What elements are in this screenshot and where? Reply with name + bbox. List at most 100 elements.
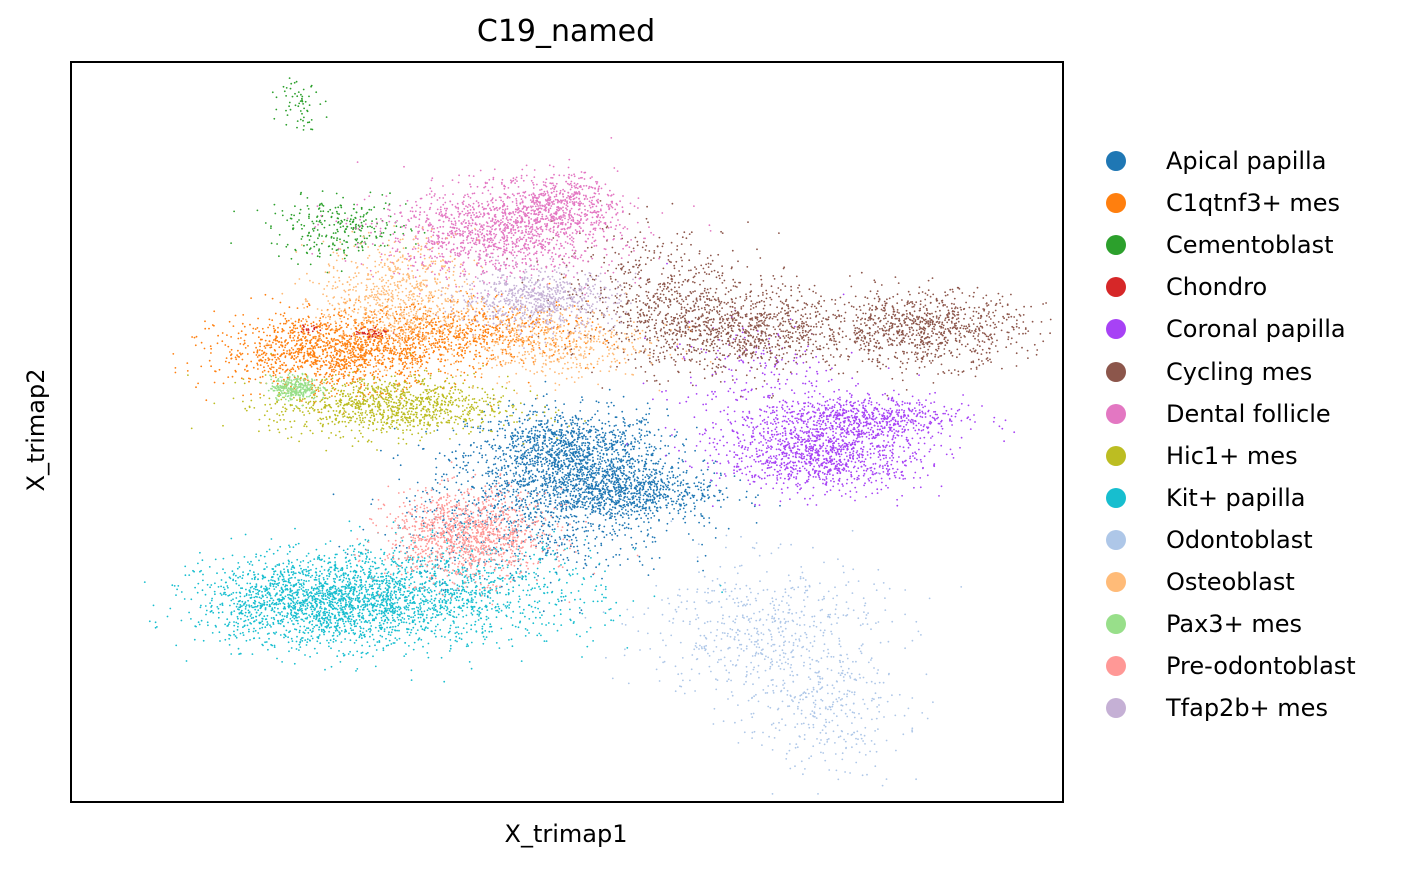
scatter-point <box>639 556 641 558</box>
scatter-point <box>631 441 633 443</box>
scatter-point <box>543 475 545 477</box>
scatter-point <box>272 298 274 300</box>
scatter-point <box>568 441 570 443</box>
scatter-point <box>516 503 518 505</box>
scatter-point <box>745 496 747 498</box>
scatter-point <box>573 500 575 502</box>
scatter-point <box>668 471 670 473</box>
scatter-point <box>326 328 328 330</box>
scatter-point <box>636 419 638 421</box>
scatter-point <box>628 527 630 529</box>
scatter-point <box>709 486 711 488</box>
scatter-point <box>693 496 695 498</box>
scatter-point <box>581 609 583 611</box>
scatter-point <box>644 435 646 437</box>
scatter-point <box>291 347 293 349</box>
scatter-point <box>411 358 413 360</box>
scatter-point <box>611 462 613 464</box>
scatter-point <box>539 529 541 531</box>
scatter-point <box>344 338 346 340</box>
scatter-point <box>654 501 656 503</box>
scatter-point <box>368 362 370 364</box>
scatter-point <box>551 438 553 440</box>
scatter-point <box>549 494 551 496</box>
scatter-point <box>588 353 590 355</box>
scatter-point <box>595 467 597 469</box>
scatter-point <box>615 482 617 484</box>
scatter-point <box>576 451 578 453</box>
scatter-point <box>348 361 350 363</box>
scatter-point <box>532 463 534 465</box>
scatter-point <box>595 329 597 331</box>
scatter-point <box>400 373 402 375</box>
scatter-point <box>331 370 333 372</box>
scatter-point <box>612 506 614 508</box>
scatter-point <box>387 357 389 359</box>
scatter-point <box>536 500 538 502</box>
scatter-point <box>318 335 320 337</box>
scatter-point <box>289 370 291 372</box>
scatter-point <box>253 367 255 369</box>
scatter-point <box>631 484 633 486</box>
scatter-point <box>418 303 420 305</box>
scatter-point <box>690 497 692 499</box>
scatter-point <box>693 495 695 497</box>
scatter-point <box>677 462 679 464</box>
scatter-point <box>697 560 699 562</box>
scatter-point <box>365 363 367 365</box>
scatter-point <box>582 527 584 529</box>
scatter-point <box>274 331 276 333</box>
scatter-point <box>578 493 580 495</box>
scatter-point <box>310 323 312 325</box>
scatter-point <box>615 554 617 556</box>
scatter-point <box>715 527 717 529</box>
scatter-point <box>603 491 605 493</box>
scatter-point <box>250 297 252 299</box>
scatter-point <box>258 360 260 362</box>
scatter-point <box>411 515 413 517</box>
scatter-point <box>386 350 388 352</box>
scatter-point <box>659 489 661 491</box>
scatter-point <box>520 329 522 331</box>
scatter-point <box>294 331 296 333</box>
scatter-point <box>652 453 654 455</box>
scatter-point <box>709 522 711 524</box>
scatter-point <box>562 472 564 474</box>
scatter-point <box>550 453 552 455</box>
scatter-point <box>309 304 311 306</box>
scatter-point <box>515 471 517 473</box>
scatter-point <box>214 382 216 384</box>
scatter-point <box>458 355 460 357</box>
scatter-point <box>486 336 488 338</box>
scatter-point <box>565 495 567 497</box>
scatter-point <box>614 437 616 439</box>
scatter-point <box>618 435 620 437</box>
scatter-point <box>689 487 691 489</box>
scatter-point <box>479 452 481 454</box>
scatter-point <box>268 371 270 373</box>
scatter-point <box>341 373 343 375</box>
scatter-point <box>208 328 210 330</box>
scatter-point <box>531 405 533 407</box>
scatter-point <box>507 466 509 468</box>
scatter-point <box>686 483 688 485</box>
scatter-point <box>540 502 542 504</box>
scatter-point <box>546 404 548 406</box>
scatter-point <box>262 357 264 359</box>
scatter-point <box>515 496 517 498</box>
scatter-point <box>585 436 587 438</box>
scatter-point <box>432 296 434 298</box>
scatter-point <box>314 373 316 375</box>
scatter-point <box>529 556 531 558</box>
scatter-point <box>579 612 581 614</box>
scatter-point <box>654 446 656 448</box>
scatter-point <box>589 459 591 461</box>
scatter-point <box>238 356 240 358</box>
scatter-point <box>508 400 510 402</box>
scatter-point <box>514 435 516 437</box>
scatter-point <box>282 364 284 366</box>
scatter-point <box>517 435 519 437</box>
scatter-point <box>333 369 335 371</box>
scatter-point <box>350 316 352 318</box>
scatter-point <box>358 300 360 302</box>
